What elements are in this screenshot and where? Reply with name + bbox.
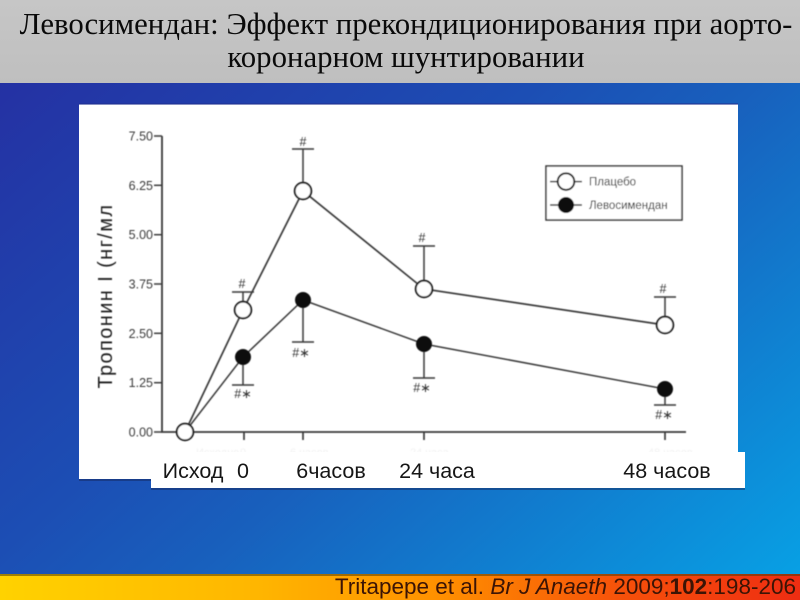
- svg-text:Исход: Исход: [163, 459, 224, 483]
- svg-text:#∗: #∗: [234, 387, 251, 401]
- svg-text:Левосимендан: Левосимендан: [589, 200, 668, 212]
- svg-text:7.50: 7.50: [129, 130, 153, 144]
- svg-text:0: 0: [237, 459, 249, 483]
- svg-text:#: #: [660, 282, 667, 296]
- svg-text:#∗: #∗: [292, 346, 309, 360]
- svg-text:0.00: 0.00: [129, 426, 153, 440]
- svg-text:5.00: 5.00: [129, 228, 153, 242]
- svg-text:24 часа: 24 часа: [399, 459, 475, 483]
- svg-text:2.50: 2.50: [129, 327, 153, 341]
- svg-text:#: #: [419, 231, 426, 245]
- svg-text:6.25: 6.25: [129, 179, 153, 193]
- svg-text:3.75: 3.75: [129, 278, 153, 292]
- svg-text:Тропонин I (нг/мл: Тропонин I (нг/мл: [95, 203, 117, 388]
- svg-text:1.25: 1.25: [129, 376, 153, 390]
- svg-text:#: #: [239, 277, 246, 291]
- svg-text:#∗: #∗: [413, 381, 430, 395]
- svg-text:6часов: 6часов: [296, 459, 366, 483]
- svg-text:#∗: #∗: [655, 408, 672, 422]
- svg-text:#: #: [300, 135, 307, 149]
- svg-text:48 часов: 48 часов: [623, 459, 710, 483]
- svg-text:Плацебо: Плацебо: [589, 177, 636, 189]
